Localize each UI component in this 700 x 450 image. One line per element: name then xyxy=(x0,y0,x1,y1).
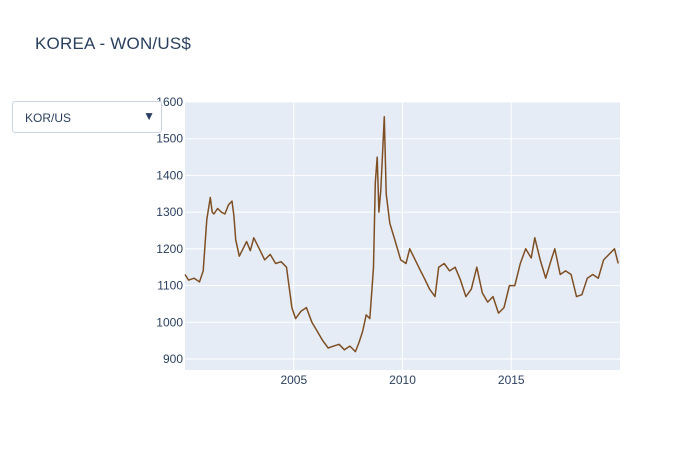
series-line xyxy=(184,115,619,353)
axis-ticks: 900 1000 1100 1200 1300 1400 1500 1600 2005 2010 2… xyxy=(156,95,525,387)
x-tick-label: 2010 xyxy=(389,373,416,387)
y-tick-label: 1300 xyxy=(156,205,183,219)
y-tick-label: 1600 xyxy=(156,95,183,109)
y-tick-label: 1400 xyxy=(156,168,183,182)
y-tick-label: 1500 xyxy=(156,132,183,146)
country-dropdown[interactable]: KOR/US ▼ xyxy=(12,101,162,133)
x-tick-label: 2015 xyxy=(498,373,525,387)
y-tick-label: 900 xyxy=(163,352,183,366)
y-tick-label: 1200 xyxy=(156,242,183,256)
x-tick-label: 2005 xyxy=(280,373,307,387)
y-tick-label: 1100 xyxy=(157,279,183,293)
chart-title: KOREA - WON/US$ xyxy=(35,34,192,53)
triangle-down-icon: ▼ xyxy=(143,109,155,123)
grid-lines xyxy=(185,101,620,370)
y-tick-label: 1000 xyxy=(156,315,183,329)
dropdown-selected-value: KOR/US xyxy=(25,111,72,125)
